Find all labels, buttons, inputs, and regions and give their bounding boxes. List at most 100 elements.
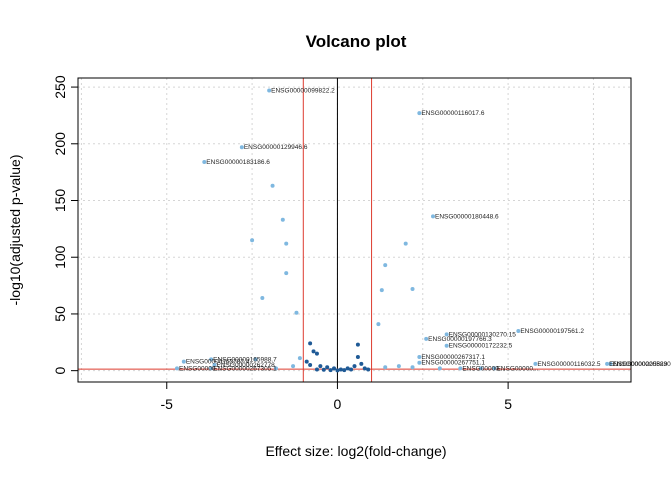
- data-point: [444, 332, 449, 337]
- gene-label: ENSG00000116032.5: [537, 361, 601, 368]
- x-axis: -5 0 5: [161, 381, 512, 412]
- chart-title: Volcano plot: [306, 32, 407, 51]
- data-point: [516, 328, 521, 333]
- data-point: [321, 367, 326, 372]
- y-tick-label: 0: [52, 367, 68, 375]
- data-point: [403, 241, 408, 246]
- data-point: [308, 362, 313, 367]
- data-point: [379, 288, 384, 293]
- data-point: [311, 349, 316, 354]
- gene-label: ENSG00000...: [179, 365, 221, 372]
- data-point: [608, 361, 613, 366]
- data-point: [202, 159, 207, 164]
- data-point: [355, 342, 360, 347]
- y-axis: 0 50 100 150 200 250: [52, 75, 79, 375]
- gene-label: ENSG00000183186.6: [206, 159, 270, 166]
- data-point: [212, 362, 217, 367]
- data-point: [338, 367, 343, 372]
- data-point: [533, 361, 538, 366]
- gene-label: ENSG00000...: [462, 365, 504, 372]
- gene-label: ENSG00000205830: [613, 361, 672, 368]
- y-tick-label: 250: [52, 75, 68, 99]
- x-tick-label: 0: [334, 396, 342, 412]
- gene-label: ENSG00000267751.1: [421, 360, 485, 367]
- data-point: [355, 355, 360, 360]
- gene-label: ENSG00000197766.3: [428, 336, 492, 343]
- data-point: [267, 88, 272, 93]
- data-point: [273, 366, 278, 371]
- data-point: [410, 365, 415, 370]
- y-axis-label: -log10(adjusted p-value): [7, 155, 23, 306]
- data-point: [478, 366, 483, 371]
- data-point: [174, 366, 179, 371]
- y-tick-label: 150: [52, 189, 68, 213]
- gene-label: ENSG00000...: [496, 365, 538, 372]
- gene-labels: ENSG00000116017.6 ENSG00000099822.2 ENSG00…: [179, 87, 671, 372]
- data-point: [314, 351, 319, 356]
- data-point: [260, 296, 265, 301]
- gene-label: ENSG00000267305.1: [213, 365, 277, 372]
- data-point: [181, 359, 186, 364]
- data-point: [362, 366, 367, 371]
- data-point: [209, 366, 214, 371]
- gene-label: ENSG00000165988.7: [213, 356, 277, 363]
- data-point: [383, 263, 388, 268]
- reference-lines: [78, 78, 631, 382]
- gene-label: ENSG00000262778: [217, 362, 276, 369]
- data-point: [383, 365, 388, 370]
- y-tick-label: 50: [52, 306, 68, 322]
- data-point: [417, 355, 422, 360]
- data-point: [209, 357, 214, 362]
- data-point: [366, 367, 371, 372]
- data-point: [417, 111, 422, 116]
- data-point: [349, 367, 354, 372]
- data-point: [314, 367, 319, 372]
- data-point: [294, 310, 299, 315]
- data-point: [308, 341, 313, 346]
- x-tick-label: -5: [161, 396, 174, 412]
- data-point: [280, 217, 285, 222]
- gene-label: ENSG00000129946.6: [244, 144, 308, 151]
- data-point: [284, 241, 289, 246]
- y-tick-label: 100: [52, 245, 68, 269]
- data-point: [318, 364, 323, 369]
- data-point: [304, 359, 309, 364]
- data-point: [376, 322, 381, 327]
- data-point: [352, 364, 357, 369]
- grid-lines: [78, 78, 631, 382]
- data-point: [328, 368, 333, 373]
- gene-label: ENSG00000116017.6: [421, 110, 485, 117]
- data-point: [424, 336, 429, 341]
- data-point: [342, 368, 347, 373]
- x-axis-label: Effect size: log2(fold-change): [265, 443, 446, 459]
- data-point: [396, 364, 401, 369]
- gene-label: ENSG00000163787.4: [186, 359, 250, 366]
- data-point: [444, 343, 449, 348]
- gene-label: ENSG00000130270.15: [449, 331, 517, 338]
- data-point: [417, 360, 422, 365]
- data-point: [253, 357, 258, 362]
- gene-label: ENSG00000180448.6: [435, 213, 499, 220]
- data-point: [437, 366, 442, 371]
- data-point: [458, 366, 463, 371]
- gene-label: ENSG00000267317.1: [421, 354, 485, 361]
- data-point: [325, 365, 330, 370]
- data-point: [492, 366, 497, 371]
- plot-frame: [77, 77, 632, 383]
- data-point: [431, 214, 436, 219]
- gene-label: ENSG00000172232.5: [449, 343, 513, 350]
- data-point: [239, 145, 244, 150]
- y-tick-label: 200: [52, 132, 68, 156]
- data-point: [291, 364, 296, 369]
- data-point: [410, 286, 415, 291]
- data-point: [284, 271, 289, 276]
- data-point: [250, 238, 255, 243]
- data-point: [335, 368, 340, 373]
- data-points: [174, 88, 613, 373]
- data-point: [270, 183, 275, 188]
- gene-label: ENSG00000099822.2: [271, 87, 335, 94]
- data-point: [332, 366, 337, 371]
- gene-label: ENSG00000197561.2: [520, 328, 584, 335]
- data-point: [297, 356, 302, 361]
